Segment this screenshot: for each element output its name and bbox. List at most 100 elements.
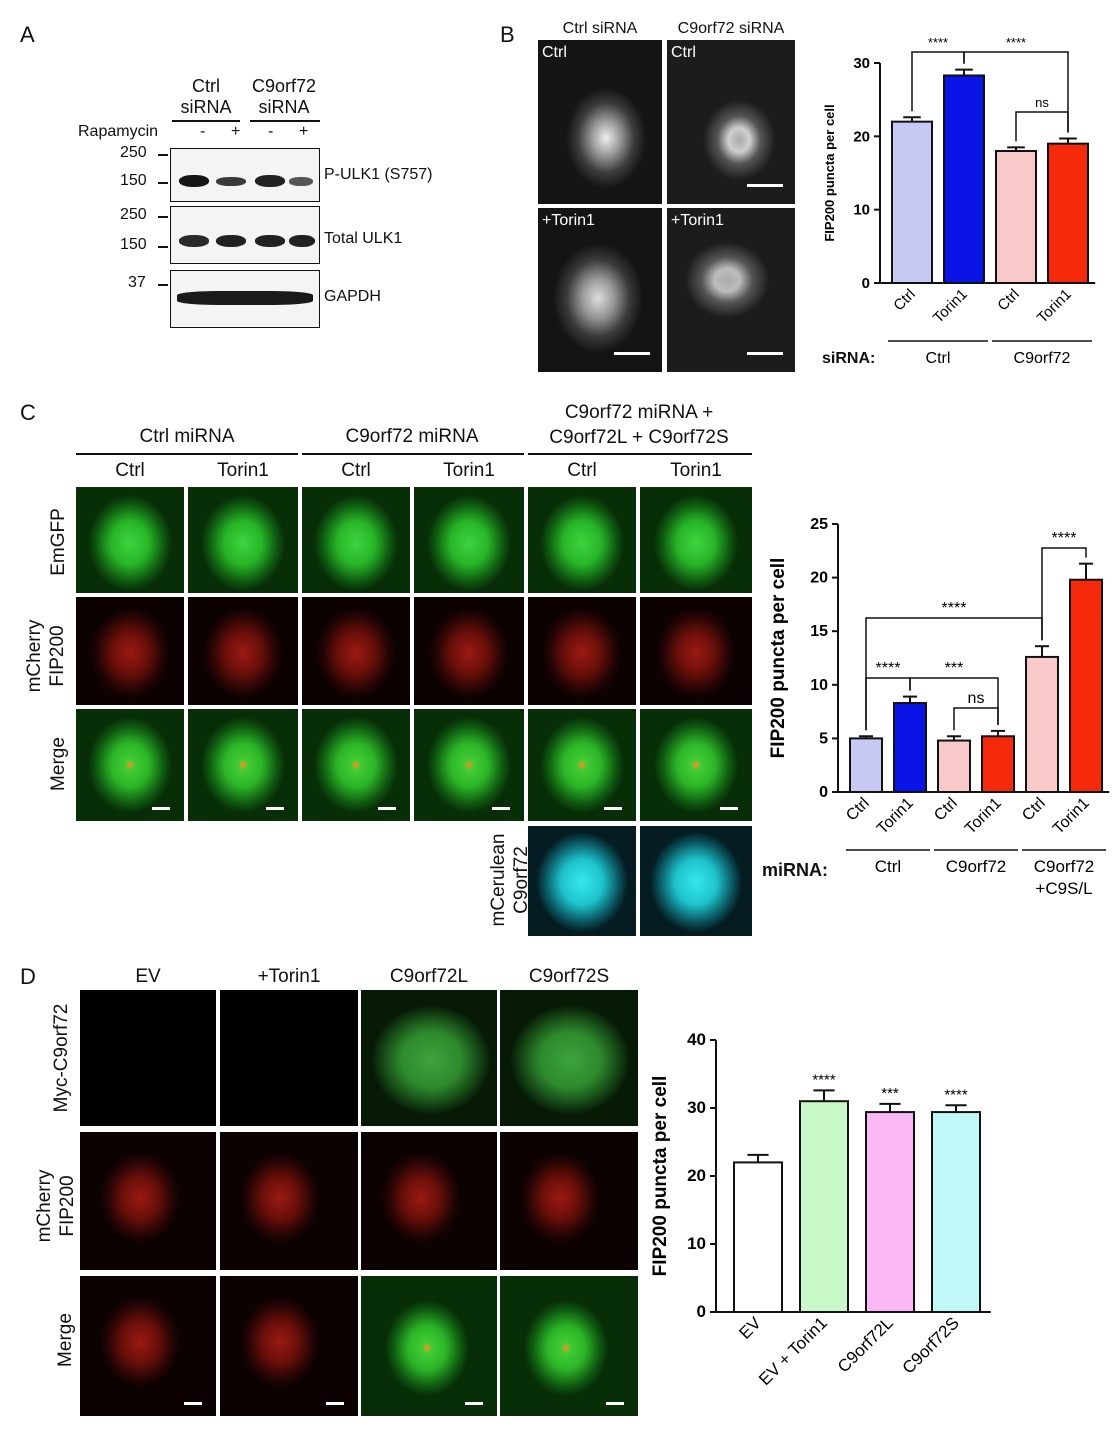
- c-group-rescue-1: C9orf72 miRNA +: [564, 402, 714, 423]
- sig-bracket-label: ****: [942, 600, 967, 617]
- blot-band: [216, 177, 246, 186]
- c-group-c9: C9orf72 miRNA: [345, 426, 479, 447]
- c9-sirna-line2: siRNA: [258, 97, 310, 117]
- x-tick-label: Torin1: [1050, 795, 1093, 838]
- c-row-mcherry-line2: FIP200: [47, 625, 68, 687]
- c-group-line: [302, 453, 524, 455]
- bar: [893, 702, 927, 793]
- c-image-merge: [76, 709, 184, 821]
- bar: [981, 735, 1015, 793]
- blot-band: [289, 177, 313, 186]
- c-group-line: [76, 453, 298, 455]
- scale-bar: [152, 807, 170, 810]
- blot-label-p-ulk1: P-ULK1 (S757): [324, 166, 433, 183]
- blot-label-total-ulk1: Total ULK1: [324, 230, 403, 247]
- d-col-torin: +Torin1: [257, 966, 321, 987]
- d-col-ev: EV: [135, 966, 161, 987]
- scale-bar: [266, 807, 284, 810]
- y-tick-label: 20: [810, 570, 828, 587]
- c-row-emgfp: EmGFP: [48, 508, 69, 576]
- y-tick-label: 30: [687, 1098, 706, 1117]
- c9-sirna-bracket: [250, 120, 320, 122]
- c-image-merge: [302, 709, 410, 821]
- rapa-plus-2: +: [299, 123, 309, 140]
- bar: [937, 739, 971, 794]
- c-group-line: [528, 453, 752, 455]
- sig-bracket-label: ****: [876, 660, 901, 677]
- c-image-mcherry-fip200: [640, 597, 752, 705]
- y-axis-label: FIP200 puncta per cell: [822, 104, 837, 241]
- mw-tick-250a: [158, 154, 168, 156]
- d-image-merge: [80, 1276, 216, 1416]
- y-tick-label: 40: [687, 1030, 706, 1049]
- blot-band: [177, 291, 313, 305]
- c-group-rescue-2: C9orf72L + C9orf72S: [549, 427, 729, 448]
- sig-bracket-label: ****: [928, 35, 948, 50]
- sig-bracket-label: ****: [1052, 530, 1077, 547]
- blot-label-gapdh: GAPDH: [324, 288, 381, 305]
- c-row-mcerulean-line1: mCerulean: [488, 833, 509, 927]
- scale-bar: [184, 1402, 202, 1405]
- c-image-emgfp: [528, 487, 636, 593]
- bar: [1069, 578, 1103, 793]
- rapa-plus-1: +: [231, 123, 241, 140]
- rapamycin-label: Rapamycin: [78, 123, 159, 140]
- mw-150-a: 150: [120, 172, 147, 189]
- d-row-merge: Merge: [55, 1313, 76, 1367]
- panel-label-d: D: [20, 964, 36, 989]
- b-tile-label: Ctrl: [671, 44, 696, 61]
- scale-bar: [614, 352, 650, 355]
- c-image-mcherry-fip200: [188, 597, 298, 705]
- b-image-c9-ctrl: Ctrl: [667, 40, 795, 204]
- c-col-ctrl-1: Ctrl: [115, 460, 145, 481]
- y-tick-label: 0: [697, 1302, 706, 1321]
- c-mirna-label: miRNA:: [762, 860, 828, 880]
- c-image-merge: [528, 709, 636, 821]
- c-col-torin-1: Torin1: [217, 460, 269, 481]
- y-tick-label: 25: [810, 516, 828, 533]
- bar: [865, 1111, 915, 1313]
- blot-band: [289, 235, 315, 247]
- sig-bracket: [1015, 111, 1069, 142]
- x-tick-label: Torin1: [1034, 286, 1075, 327]
- b-image-ctrl-torin: +Torin1: [538, 208, 662, 372]
- ctrl-sirna-line1: Ctrl: [192, 76, 220, 96]
- d-image-mcherry-fip200: [220, 1132, 358, 1270]
- c-image-emgfp: [640, 487, 752, 593]
- c-col-ctrl-2: Ctrl: [341, 460, 371, 481]
- mw-tick-150a: [158, 182, 168, 184]
- ctrl-sirna-line2: siRNA: [180, 97, 232, 117]
- d-image-mcherry-fip200: [361, 1132, 497, 1270]
- sig-bracket: [909, 677, 999, 725]
- sig-bracket-label: ***: [945, 660, 964, 677]
- sig-label: ***: [881, 1085, 899, 1102]
- sig-bracket-label: ns: [968, 690, 985, 707]
- group-label: C9orf72: [946, 857, 1006, 876]
- d-image-myc: [220, 990, 358, 1126]
- b-tile-label: +Torin1: [542, 212, 595, 229]
- blot-p-ulk1: [170, 148, 320, 202]
- d-image-mcherry-fip200: [80, 1132, 216, 1270]
- bar: [1047, 142, 1089, 284]
- group-label: Ctrl: [926, 350, 951, 367]
- b-image-ctrl-ctrl: Ctrl: [538, 40, 662, 204]
- mw-37: 37: [128, 274, 146, 291]
- c-image-mcherry-fip200: [528, 597, 636, 705]
- y-tick-label: 0: [862, 275, 870, 292]
- y-axis-label: FIP200 puncta per cell: [650, 1076, 671, 1277]
- x-tick-label: Torin1: [962, 795, 1005, 838]
- b-col-c9-sirna: C9orf72 siRNA: [677, 20, 785, 37]
- x-tick-label: Ctrl: [994, 286, 1023, 315]
- b-tile-label: Ctrl: [542, 44, 567, 61]
- panel-label-b: B: [500, 22, 515, 47]
- d-row-mcherry-line2: FIP200: [57, 1175, 78, 1237]
- ctrl-sirna-header: Ctrl siRNA: [178, 76, 234, 118]
- c-image-merge: [640, 709, 752, 821]
- group-label: C9orf72: [1014, 350, 1071, 367]
- group-label: Ctrl: [875, 857, 901, 876]
- bar: [1025, 655, 1059, 793]
- b-col-ctrl-sirna: Ctrl siRNA: [562, 20, 638, 37]
- bar: [995, 150, 1037, 284]
- bar: [733, 1161, 783, 1313]
